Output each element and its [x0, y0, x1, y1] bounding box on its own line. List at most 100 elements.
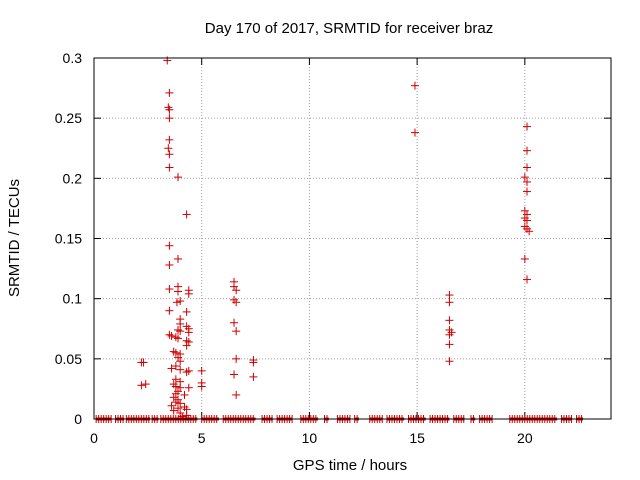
data-point [522, 187, 531, 196]
chart-title: Day 170 of 2017, SRMTID for receiver bra… [205, 20, 493, 37]
x-tick-label: 5 [198, 430, 206, 446]
data-point [176, 399, 185, 408]
data-point [232, 390, 241, 399]
data-point [445, 340, 454, 349]
data-point [230, 370, 239, 379]
data-point [176, 350, 185, 359]
data-point [165, 88, 174, 97]
data-point [167, 331, 176, 340]
data-point [184, 328, 193, 337]
data-point [171, 375, 180, 384]
data-point [176, 327, 185, 336]
data-point [182, 411, 191, 420]
plot-frame [93, 57, 612, 420]
data-point [197, 366, 206, 375]
data-point [410, 81, 419, 90]
data-point [167, 364, 176, 373]
data-point [176, 383, 185, 392]
data-point [232, 354, 241, 363]
data-point [165, 135, 174, 144]
data-point [165, 285, 174, 294]
data-point [174, 325, 183, 334]
data-point [522, 177, 531, 186]
data-point [165, 306, 174, 315]
data-point [520, 206, 529, 215]
data-point [184, 289, 193, 298]
data-point [169, 406, 178, 415]
data-point [169, 347, 178, 356]
y-axis-title: SRMTID / TECUs [6, 179, 23, 297]
data-point [230, 318, 239, 327]
data-point [184, 337, 193, 346]
data-point [182, 341, 191, 350]
data-points [137, 56, 534, 421]
x-tick-label: 0 [90, 430, 98, 446]
tick-labels: 0 5 10 15 20 0 0.05 0.1 0.15 0.2 0.25 0.3 [55, 50, 533, 446]
data-point [165, 114, 174, 123]
data-point [165, 105, 174, 114]
y-tick-label: 0.1 [63, 291, 83, 307]
data-point [445, 330, 454, 339]
data-point [184, 383, 193, 392]
data-point [171, 333, 180, 342]
y-tick-label: 0.15 [55, 231, 82, 247]
y-tick-label: 0.2 [63, 170, 83, 186]
data-point [197, 382, 206, 391]
data-point [165, 241, 174, 250]
data-point [182, 307, 191, 316]
data-point [164, 144, 173, 153]
data-point [174, 353, 183, 362]
data-point [171, 362, 180, 371]
data-point [171, 382, 180, 391]
data-point [174, 173, 183, 182]
y-tick-label: 0 [74, 411, 82, 427]
y-tick-label: 0.05 [55, 351, 82, 367]
data-point [249, 372, 258, 381]
data-point [184, 366, 193, 375]
x-tick-label: 10 [302, 430, 318, 446]
data-point [249, 358, 258, 367]
data-point [522, 163, 531, 172]
data-point [445, 357, 454, 366]
data-point [171, 348, 180, 357]
data-point [525, 227, 534, 236]
data-point [522, 122, 531, 131]
data-point [139, 358, 148, 367]
data-point [232, 327, 241, 336]
data-point [176, 319, 185, 328]
data-point [174, 404, 183, 413]
y-tick-label: 0.25 [55, 110, 82, 126]
data-point [522, 146, 531, 155]
y-tick-label: 0.3 [63, 50, 83, 66]
data-point [230, 282, 239, 291]
data-point [141, 380, 150, 389]
data-point [522, 216, 531, 225]
data-point [169, 393, 178, 402]
data-point [445, 316, 454, 325]
data-point [174, 254, 183, 263]
data-point [176, 408, 185, 417]
data-point [176, 357, 185, 366]
data-point [137, 381, 146, 390]
data-point [176, 297, 185, 306]
data-point [171, 398, 180, 407]
data-point [520, 173, 529, 182]
x-tick-label: 15 [409, 430, 425, 446]
data-point [232, 286, 241, 295]
data-point [165, 163, 174, 172]
data-point [445, 298, 454, 307]
data-point [445, 291, 454, 300]
data-point [165, 330, 174, 339]
data-point [174, 287, 183, 296]
x-axis-title: GPS time / hours [293, 457, 407, 474]
data-point [232, 298, 241, 307]
data-point [182, 210, 191, 219]
grid-lines [94, 58, 611, 419]
data-point [167, 401, 176, 410]
x-tick-label: 20 [517, 430, 533, 446]
data-point [522, 275, 531, 284]
data-point [165, 150, 174, 159]
data-point [172, 298, 181, 307]
data-point [410, 128, 419, 137]
